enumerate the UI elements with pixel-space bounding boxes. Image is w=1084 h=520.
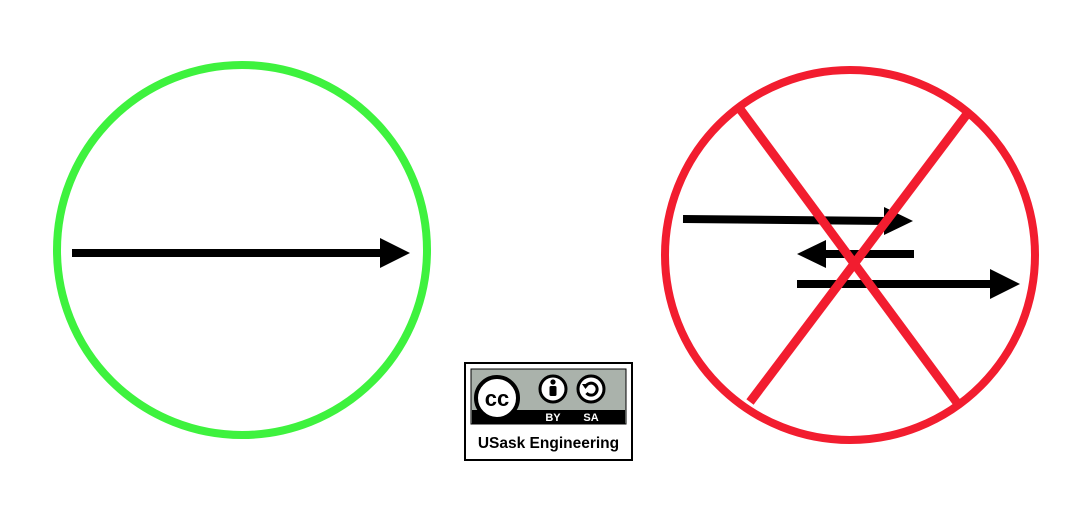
correct-example xyxy=(53,61,431,439)
arrow-middle-left-head xyxy=(797,240,826,268)
by-label: BY xyxy=(545,412,561,424)
sa-share-alike-icon xyxy=(576,374,606,404)
arrow-bottom-right-head xyxy=(990,269,1020,299)
arrow-top-right-shaft xyxy=(682,215,889,225)
sa-label: SA xyxy=(583,412,598,424)
arrow-bottom-right xyxy=(797,269,1020,299)
incorrect-example xyxy=(661,66,1039,444)
incorrect-circle xyxy=(661,66,1039,444)
cross-line-1 xyxy=(736,106,962,407)
cc-license-badge: cc BY SA USask Engineering xyxy=(464,362,633,461)
cc-logo-icon: cc xyxy=(474,375,520,421)
cross-line-2 xyxy=(746,111,971,405)
single-arrow xyxy=(72,238,410,268)
cc-logo-text: cc xyxy=(485,386,509,411)
by-person-icon xyxy=(538,374,568,404)
cross-out-x xyxy=(736,106,971,407)
correct-circle xyxy=(53,61,431,439)
single-arrow-head xyxy=(380,238,410,268)
institution-label: USask Engineering xyxy=(478,435,619,452)
